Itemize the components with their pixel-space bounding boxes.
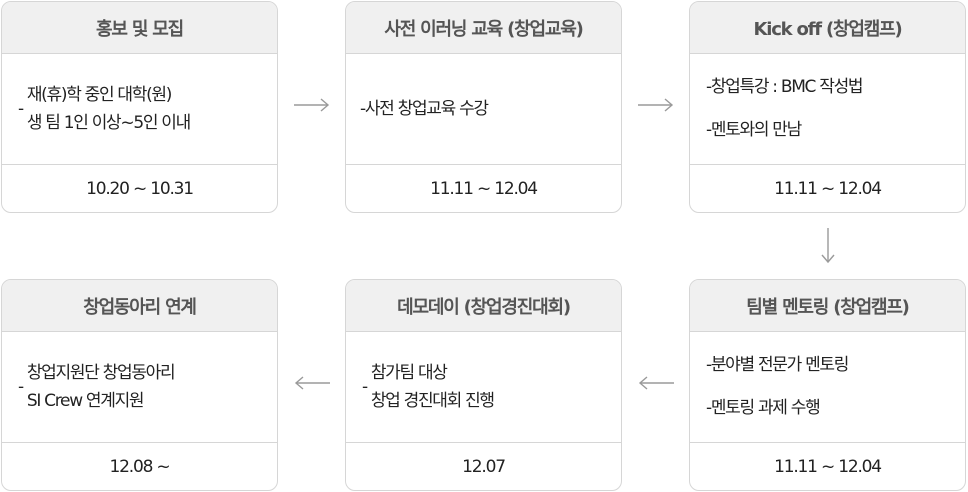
bullet-dash: -	[362, 376, 368, 397]
step-title: 데모데이 (창업경진대회)	[346, 280, 621, 332]
step-title: 창업동아리 연계	[2, 280, 277, 332]
step-line: 생 팀 1인 이상~5인 이내	[26, 113, 191, 133]
arrow-right-icon	[638, 98, 674, 112]
step-card-elearning: 사전 이러닝 교육 (창업교육) -사전 창업교육 수강 11.11 ~ 12.…	[345, 1, 622, 213]
step-title: 사전 이러닝 교육 (창업교육)	[346, 2, 621, 54]
step-body: - 참가팀 대상 창업 경진대회 진행	[346, 332, 621, 443]
step-line: -멘토링 과제 수행	[706, 398, 821, 418]
step-title: 홍보 및 모집	[2, 2, 277, 54]
step-body: -사전 창업교육 수강	[346, 54, 621, 165]
step-date: 12.07	[462, 457, 506, 477]
step-date: 11.11 ~ 12.04	[430, 179, 538, 199]
arrow-down-icon	[821, 228, 835, 264]
arrow-right-icon	[294, 98, 330, 112]
step-card-kickoff: Kick off (창업캠프) -창업특강 : BMC 작성법 -멘토와의 만남…	[689, 1, 966, 213]
step-date: 12.08 ~	[109, 457, 171, 477]
step-line: -분야별 전문가 멘토링	[706, 354, 849, 375]
step-card-demoday: 데모데이 (창업경진대회) - 참가팀 대상 창업 경진대회 진행 12.07	[345, 279, 622, 491]
step-line: -사전 창업교육 수강	[360, 98, 489, 119]
step-body: -분야별 전문가 멘토링 -멘토링 과제 수행	[690, 332, 965, 443]
step-card-club-link: 창업동아리 연계 - 창업지원단 창업동아리 SI Crew 연계지원 12.0…	[1, 279, 278, 491]
step-line: -창업특강 : BMC 작성법	[706, 76, 864, 97]
bullet-dash: -	[18, 98, 24, 119]
step-body: - 창업지원단 창업동아리 SI Crew 연계지원	[2, 332, 277, 443]
step-card-recruitment: 홍보 및 모집 - 재(휴)학 중인 대학(원) 생 팀 1인 이상~5인 이내…	[1, 1, 278, 213]
step-date: 11.11 ~ 12.04	[774, 179, 882, 199]
step-body: -창업특강 : BMC 작성법 -멘토와의 만남	[690, 54, 965, 165]
step-line: 재(휴)학 중인 대학(원)	[26, 84, 173, 105]
step-line: 창업지원단 창업동아리	[26, 362, 176, 383]
step-card-mentoring: 팀별 멘토링 (창업캠프) -분야별 전문가 멘토링 -멘토링 과제 수행 11…	[689, 279, 966, 491]
step-title: Kick off (창업캠프)	[690, 2, 965, 54]
bullet-dash: -	[18, 376, 24, 397]
step-date: 10.20 ~ 10.31	[86, 179, 194, 199]
step-title: 팀별 멘토링 (창업캠프)	[690, 280, 965, 332]
step-line: 참가팀 대상	[370, 362, 448, 383]
arrow-left-icon	[294, 376, 330, 390]
step-line: -멘토와의 만남	[706, 120, 802, 140]
step-body: - 재(휴)학 중인 대학(원) 생 팀 1인 이상~5인 이내	[2, 54, 277, 165]
step-line: SI Crew 연계지원	[26, 391, 145, 411]
arrow-left-icon	[638, 376, 674, 390]
step-date: 11.11 ~ 12.04	[774, 457, 882, 477]
step-line: 창업 경진대회 진행	[370, 391, 495, 411]
